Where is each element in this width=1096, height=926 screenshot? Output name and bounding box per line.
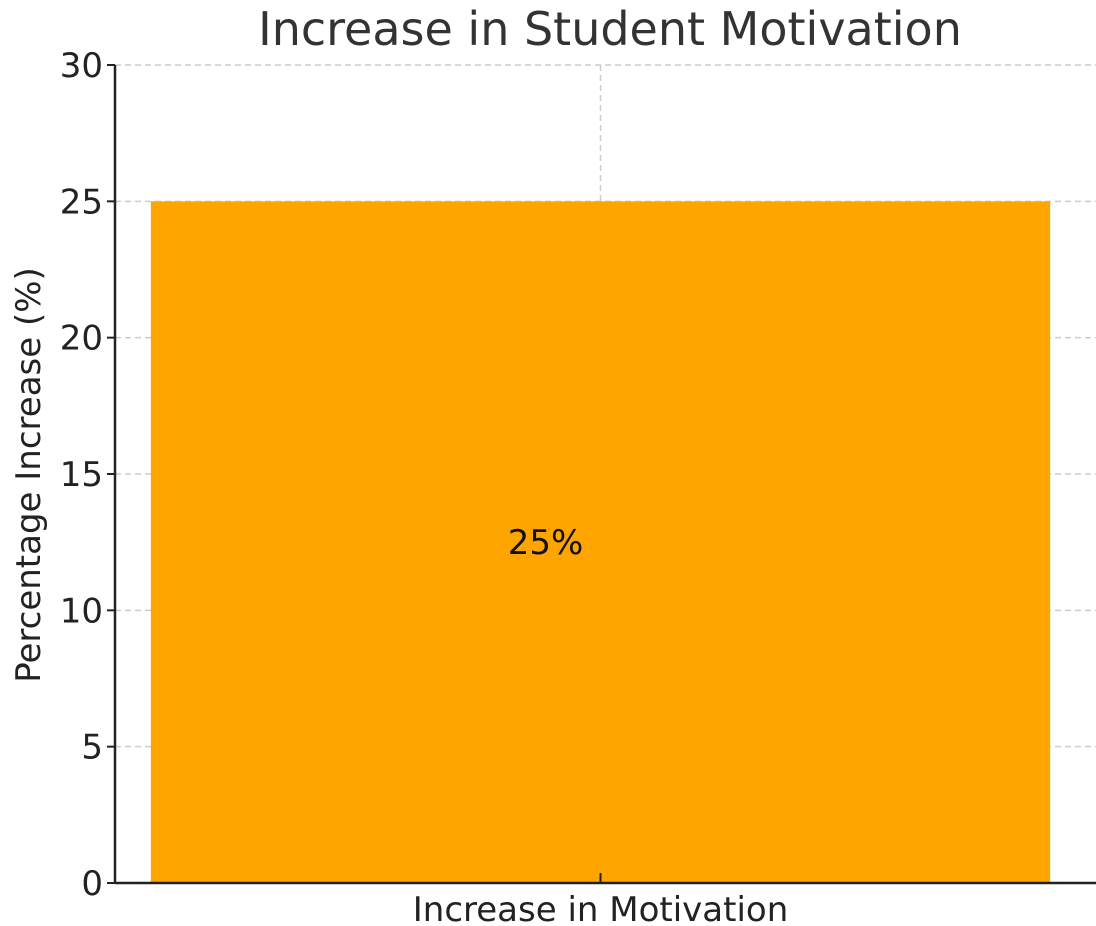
x-tick-label: Increase in Motivation bbox=[413, 890, 789, 926]
bar bbox=[150, 201, 1051, 884]
y-tick-label: 5 bbox=[81, 728, 103, 768]
y-tick-label: 25 bbox=[60, 182, 103, 222]
y-tick-label: 30 bbox=[60, 46, 103, 86]
labels: 0 5 10 15 20 25 30 25% Increase in Motivation bbox=[60, 46, 789, 926]
y-tick-label: 10 bbox=[60, 591, 103, 631]
y-tick-label: 20 bbox=[60, 319, 103, 359]
chart-title: Increase in Student Motivation bbox=[258, 2, 962, 56]
y-axis-label: Percentage Increase (%) bbox=[9, 267, 49, 683]
y-tick-label: 15 bbox=[60, 455, 103, 495]
bars bbox=[150, 201, 1051, 884]
y-tick-label: 0 bbox=[81, 864, 103, 904]
axes bbox=[107, 64, 1096, 885]
bar-data-label: 25% bbox=[508, 523, 584, 563]
